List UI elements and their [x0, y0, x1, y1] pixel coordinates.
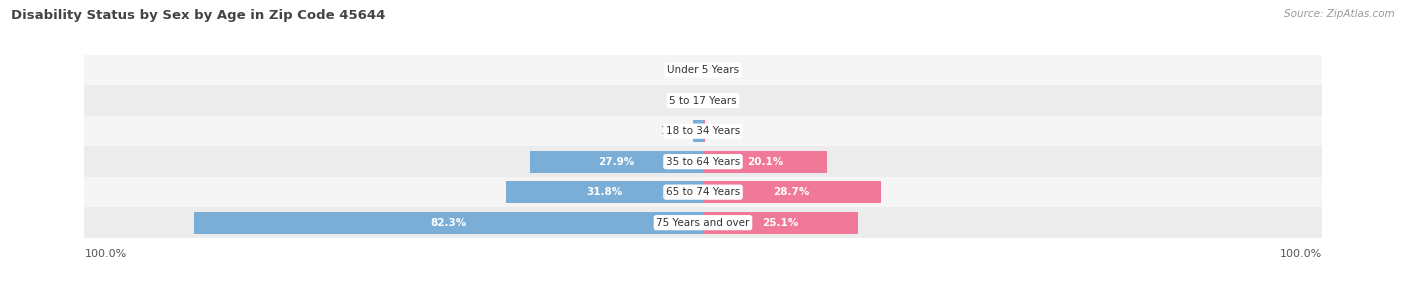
Bar	[84, 116, 1322, 146]
Text: 0.0%: 0.0%	[671, 65, 697, 75]
Legend: Male, Female: Male, Female	[637, 304, 769, 305]
Text: 0.0%: 0.0%	[709, 96, 735, 106]
Text: 82.3%: 82.3%	[430, 218, 467, 228]
Bar	[84, 55, 1322, 85]
Text: 20.1%: 20.1%	[747, 157, 783, 167]
Text: Source: ZipAtlas.com: Source: ZipAtlas.com	[1284, 9, 1395, 19]
Bar	[84, 177, 1322, 207]
Text: 1.6%: 1.6%	[661, 126, 688, 136]
Bar	[84, 146, 1322, 177]
Text: 100.0%: 100.0%	[84, 249, 127, 259]
Text: 18 to 34 Years: 18 to 34 Years	[666, 126, 740, 136]
Text: 100.0%: 100.0%	[1279, 249, 1322, 259]
Text: Disability Status by Sex by Age in Zip Code 45644: Disability Status by Sex by Age in Zip C…	[11, 9, 385, 22]
Bar	[194, 212, 703, 234]
Bar	[703, 212, 858, 234]
Bar	[703, 151, 827, 173]
Text: 0.0%: 0.0%	[709, 65, 735, 75]
Bar	[693, 120, 703, 142]
Bar	[84, 207, 1322, 238]
Text: 25.1%: 25.1%	[762, 218, 799, 228]
Bar	[84, 85, 1322, 116]
Text: 28.7%: 28.7%	[773, 187, 810, 197]
Text: 27.9%: 27.9%	[599, 157, 636, 167]
Bar	[703, 181, 880, 203]
Text: 35 to 64 Years: 35 to 64 Years	[666, 157, 740, 167]
Bar	[530, 151, 703, 173]
Text: 75 Years and over: 75 Years and over	[657, 218, 749, 228]
Text: 0.27%: 0.27%	[711, 126, 744, 136]
Text: 31.8%: 31.8%	[586, 187, 623, 197]
Text: Under 5 Years: Under 5 Years	[666, 65, 740, 75]
Text: 65 to 74 Years: 65 to 74 Years	[666, 187, 740, 197]
Bar	[506, 181, 703, 203]
Text: 0.0%: 0.0%	[671, 96, 697, 106]
Text: 5 to 17 Years: 5 to 17 Years	[669, 96, 737, 106]
Bar	[703, 120, 704, 142]
